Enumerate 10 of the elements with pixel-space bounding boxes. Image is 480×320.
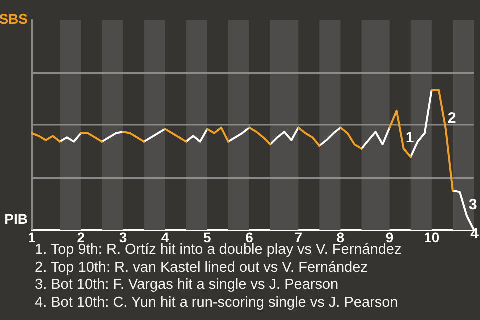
annotation: 1 [406,129,414,146]
text: 4. Bot 10th: C. Yun hit a run-scoring single vs J. Pearson [35,295,400,313]
x-tick-label: 1 [28,229,36,246]
annotation: 3 [468,196,478,214]
x-tick-label: 10 [424,229,440,246]
text: SBS [0,10,28,27]
text: PIB [4,210,28,227]
text: 3. Bot 10th: F. Vargas hit a single vs J. Pearson [35,277,340,296]
annotation: 2 [448,110,456,127]
text: 2. Top 10th: R. van Kastel lined out vs V. Fernández [35,260,369,278]
